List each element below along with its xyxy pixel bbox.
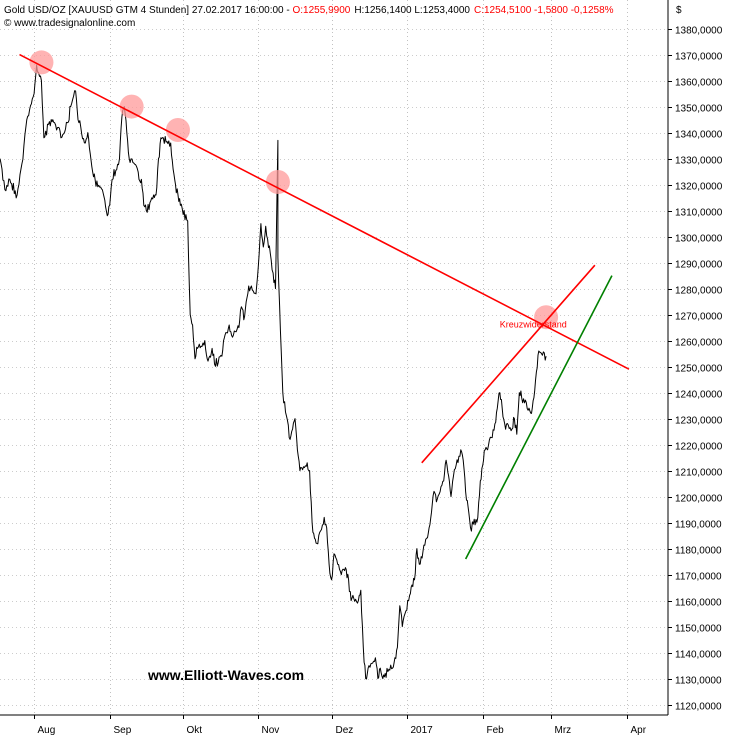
header-open: O:1255,9900 [292, 5, 350, 16]
currency-symbol: $ [676, 5, 682, 16]
y-tick-label: 1380,0000 [675, 26, 723, 37]
y-tick-label: 1140,0000 [675, 650, 722, 661]
header-instrument: Gold USD/OZ [XAUUSD GTM 4 Stunden] 27.02… [4, 5, 292, 16]
y-tick-label: 1210,0000 [675, 468, 723, 479]
y-tick-label: 1270,0000 [675, 312, 723, 323]
y-tick-label: 1160,0000 [675, 598, 722, 609]
x-tick-label: Dez [336, 725, 354, 736]
x-tick-label: Mrz [555, 725, 572, 736]
touch-point-marker [265, 170, 290, 194]
y-tick-label: 1300,0000 [675, 234, 723, 245]
header-change: C:1254,5100 -1,5800 -0,1258% [474, 5, 614, 16]
y-tick-label: 1250,0000 [675, 364, 723, 375]
annotation-label: Kreuzwiderstand [500, 320, 567, 330]
upper-channel-line [421, 264, 596, 464]
x-tick-label: Aug [38, 725, 56, 736]
y-tick-label: 1230,0000 [675, 416, 723, 427]
x-tick-label: Sep [114, 725, 132, 736]
x-tick-label: Nov [262, 725, 280, 736]
header-source: © www.tradesignalonline.com [4, 18, 135, 29]
y-tick-label: 1190,0000 [675, 520, 722, 531]
y-tick-label: 1360,0000 [675, 78, 723, 89]
y-tick-label: 1120,0000 [675, 702, 722, 713]
annotation-layer: Kreuzwiderstand [500, 320, 567, 330]
y-tick-label: 1280,0000 [675, 286, 723, 297]
x-tick-label: Apr [631, 725, 647, 736]
y-tick-label: 1220,0000 [675, 442, 723, 453]
y-tick-label: 1310,0000 [675, 208, 723, 219]
y-tick-label: 1130,0000 [675, 676, 722, 687]
y-tick-label: 1240,0000 [675, 390, 723, 401]
y-tick-label: 1180,0000 [675, 546, 722, 557]
y-tick-label: 1260,0000 [675, 338, 723, 349]
y-tick-label: 1290,0000 [675, 260, 723, 271]
y-tick-label: 1200,0000 [675, 494, 723, 505]
x-tick-label: 2017 [411, 725, 434, 736]
resistance-trendline [19, 53, 630, 370]
x-tick-label: Feb [487, 725, 505, 736]
trend-layer [19, 53, 630, 560]
header-legend: Gold USD/OZ [XAUUSD GTM 4 Stunden] 27.02… [4, 5, 614, 16]
y-tick-label: 1330,0000 [675, 156, 723, 167]
price-layer [0, 64, 547, 680]
y-tick-label: 1340,0000 [675, 130, 723, 141]
support-channel-line [464, 275, 613, 560]
y-tick-label: 1320,0000 [675, 182, 723, 193]
y-tick-label: 1350,0000 [675, 104, 723, 115]
y-tick-label: 1150,0000 [675, 624, 722, 635]
touch-point-marker [165, 118, 190, 142]
header-high-low: H:1256,1400 L:1253,4000 [354, 5, 470, 16]
watermark: www.Elliott-Waves.com [147, 667, 304, 683]
price-line [0, 64, 547, 680]
x-tick-label: Okt [187, 725, 203, 736]
y-tick-label: 1170,0000 [675, 572, 722, 583]
touch-point-marker [119, 94, 144, 119]
y-tick-label: 1370,0000 [675, 52, 723, 63]
header-line: Gold USD/OZ [XAUUSD GTM 4 Stunden] 27.02… [4, 5, 614, 29]
